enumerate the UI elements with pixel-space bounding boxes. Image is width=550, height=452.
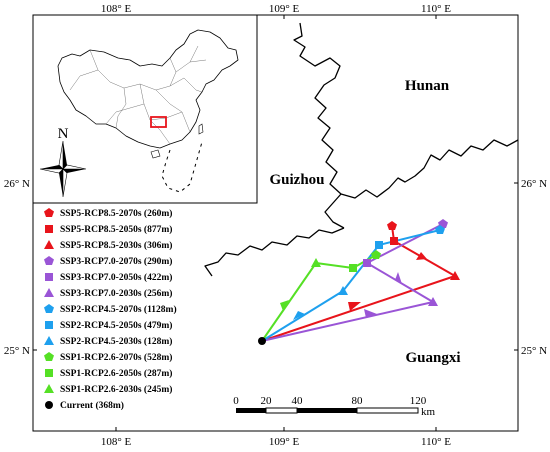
legend-marker-1 xyxy=(45,225,53,233)
legend-label: SSP5-RCP8.5-2070s (260m) xyxy=(60,208,172,219)
legend-label: SSP1-RCP2.6-2050s (287m) xyxy=(60,368,172,379)
legend-marker-7 xyxy=(45,321,53,329)
marker-ssp1-2030s xyxy=(311,258,321,267)
marker-ssp5-2050s xyxy=(390,237,398,245)
scale-tick-label: 0 xyxy=(233,395,239,407)
legend-marker-5 xyxy=(44,288,54,297)
lon-tick-top-108: 108° E xyxy=(101,3,132,15)
scale-tick-label: 120 xyxy=(410,395,427,407)
track-arrowhead xyxy=(416,252,427,260)
scale-segment xyxy=(356,407,419,414)
legend-label: SSP5-RCP8.5-2050s (877m) xyxy=(60,224,172,235)
lon-tick-bottom-108: 108° E xyxy=(101,436,132,448)
inset-map: N xyxy=(32,14,258,204)
legend-marker-2 xyxy=(44,240,54,249)
scale-tick-label: 40 xyxy=(292,395,304,407)
marker-ssp3-2050s xyxy=(363,259,371,267)
legend-label: Current (368m) xyxy=(60,400,124,411)
scale-segment xyxy=(265,407,298,414)
scale-unit: km xyxy=(421,406,436,418)
region-label-guangxi: Guangxi xyxy=(405,350,460,366)
scale-segment xyxy=(297,408,357,413)
legend-label: SSP3-RCP7.0-2070s (290m) xyxy=(60,256,172,267)
scale-bar: 0 20 40 80 120 km xyxy=(233,395,435,418)
legend-label: SSP3-RCP7.0-2030s (256m) xyxy=(60,288,172,299)
legend-label: SSP3-RCP7.0-2050s (422m) xyxy=(60,272,172,283)
track-arrowhead xyxy=(280,300,289,311)
legend-markers xyxy=(44,208,54,409)
marker-ssp1-2070s xyxy=(371,250,381,259)
legend-label: SSP2-RCP4.5-2030s (128m) xyxy=(60,336,172,347)
north-label: N xyxy=(58,126,69,142)
legend: SSP5-RCP8.5-2070s (260m) SSP5-RCP8.5-205… xyxy=(44,208,177,411)
legend-marker-4 xyxy=(45,273,53,281)
taiwan-island xyxy=(198,123,204,135)
lat-tick-right-25: 25° N xyxy=(521,345,547,357)
legend-marker-11 xyxy=(44,384,54,393)
legend-marker-9 xyxy=(44,352,54,361)
centroid-markers xyxy=(258,219,460,345)
marker-ssp1-2050s xyxy=(349,264,357,272)
legend-marker-10 xyxy=(45,369,53,377)
boundary-hunan-guizhou xyxy=(293,22,345,229)
marker-ssp5-2030s xyxy=(450,271,460,280)
province-lines xyxy=(69,45,207,145)
lat-tick-left-26: 26° N xyxy=(4,178,30,190)
north-arrow-icon xyxy=(39,140,87,198)
scale-segment xyxy=(236,408,266,413)
legend-marker-6 xyxy=(44,304,54,313)
scale-tick-label: 80 xyxy=(352,395,364,407)
region-label-guizhou: Guizhou xyxy=(269,172,324,188)
legend-label: SSP5-RCP8.5-2030s (306m) xyxy=(60,240,172,251)
lat-tick-left-25: 25° N xyxy=(4,345,30,357)
legend-label: SSP2-RCP4.5-2050s (479m) xyxy=(60,320,172,331)
hainan-island xyxy=(150,149,161,159)
lat-tick-right-26: 26° N xyxy=(521,178,547,190)
marker-current xyxy=(258,337,266,345)
china-outline xyxy=(57,29,239,149)
marker-ssp3-2030s xyxy=(428,297,438,306)
track-arrowhead xyxy=(293,311,305,320)
lon-tick-top-110: 110° E xyxy=(421,3,451,15)
marker-ssp5-2070s xyxy=(387,221,397,230)
region-label-hunan: Hunan xyxy=(405,78,450,94)
lon-tick-bottom-110: 110° E xyxy=(421,436,451,448)
shift-tracks xyxy=(261,223,456,342)
track-arrowhead xyxy=(364,309,377,318)
track-arrowhead xyxy=(348,302,361,311)
track-ssp3 xyxy=(261,223,444,342)
legend-marker-12 xyxy=(45,401,53,409)
lon-tick-bottom-109: 109° E xyxy=(269,436,300,448)
track-ssp5 xyxy=(261,225,456,342)
boundary-guizhou-guangxi xyxy=(204,227,345,277)
legend-label: SSP2-RCP4.5-2070s (1128m) xyxy=(60,304,177,315)
boundary-hunan-guangxi xyxy=(340,139,519,199)
legend-label: SSP1-RCP2.6-2030s (245m) xyxy=(60,384,172,395)
marker-ssp2-2030s xyxy=(338,286,348,295)
marker-ssp2-2050s xyxy=(375,241,383,249)
track-arrowhead xyxy=(395,272,402,284)
scale-tick-label: 20 xyxy=(261,395,273,407)
study-area-box xyxy=(150,116,167,128)
lon-tick-top-109: 109° E xyxy=(269,3,300,15)
legend-label: SSP1-RCP2.6-2070s (528m) xyxy=(60,352,172,363)
legend-marker-3 xyxy=(44,256,54,265)
legend-marker-0 xyxy=(44,208,54,217)
legend-marker-8 xyxy=(44,336,54,345)
marker-ssp2-2070s xyxy=(435,225,445,234)
